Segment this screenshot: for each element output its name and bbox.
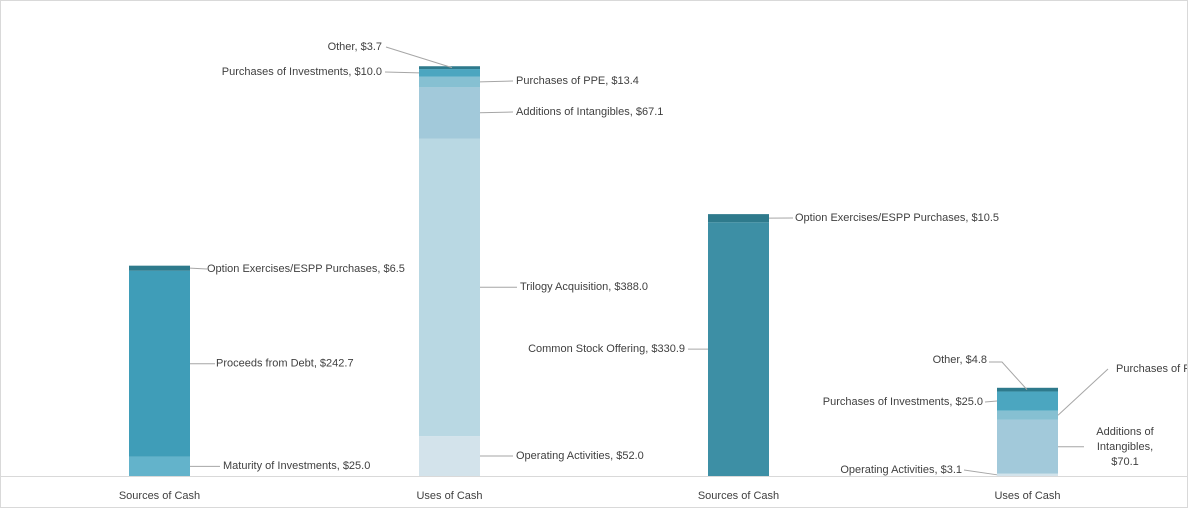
data-label-b2-operating: Operating Activities, $52.0 xyxy=(516,450,644,462)
leader-b2-intangibles xyxy=(479,111,514,114)
bar-4-segment-purchases-of-ppe xyxy=(997,410,1058,420)
data-label-b4-investments: Purchases of Investments, $25.0 xyxy=(823,396,983,408)
data-label-b2-other: Other, $3.7 xyxy=(328,41,382,53)
data-label-b1-maturity: Maturity of Investments, $25.0 xyxy=(223,460,370,472)
leader-b4-operating xyxy=(963,469,998,476)
data-label-b2-intangibles: Additions of Intangibles, $67.1 xyxy=(516,106,663,118)
leader-b4-other xyxy=(989,361,1028,390)
data-label-b4-ppe: Purchases of PPE, $12.0 xyxy=(1116,363,1187,375)
x-tick-label-1: Sources of Cash xyxy=(119,490,200,502)
leader-b2-ppe xyxy=(479,80,514,83)
bar-4-segment-other xyxy=(997,387,1058,392)
bar-1-segment-maturity-of-investments xyxy=(129,456,190,476)
data-label-b2-ppe: Purchases of PPE, $13.4 xyxy=(516,75,639,87)
bar-2-segment-purchases-of-investments xyxy=(419,69,480,77)
bar-4-segment-operating-activities xyxy=(997,473,1058,476)
bar-4-segment-additions-of-intangibles xyxy=(997,419,1058,474)
data-label-b2-investments: Purchases of Investments, $10.0 xyxy=(222,66,382,78)
bar-1-segment-option-exercises-espp-purchases xyxy=(129,265,190,271)
data-label-b2-trilogy: Trilogy Acquisition, $388.0 xyxy=(520,281,648,293)
bar-2-segment-purchases-of-ppe xyxy=(419,76,480,88)
bar-3-segment-option-exercises-espp-purchases xyxy=(708,214,769,223)
bar-1-segment-proceeds-from-debt xyxy=(129,270,190,457)
bar-4-segment-purchases-of-investments xyxy=(997,391,1058,411)
data-label-b4-other: Other, $4.8 xyxy=(933,354,987,366)
data-label-b1-option: Option Exercises/ESPP Purchases, $6.5 xyxy=(207,263,405,275)
leader-b2-investments xyxy=(384,71,420,74)
bar-3-segment-common-stock-offering xyxy=(708,222,769,476)
leader-b2-other xyxy=(385,46,453,69)
data-label-b3-common: Common Stock Offering, $330.9 xyxy=(528,343,685,355)
x-tick-label-4: Uses of Cash xyxy=(994,490,1060,502)
data-label-b4-intangibles-line-2: Intangibles, xyxy=(1097,441,1153,453)
x-tick-label-2: Uses of Cash xyxy=(416,490,482,502)
bar-2-segment-operating-activities xyxy=(419,436,480,476)
data-label-b4-intangibles-line-1: Additions of xyxy=(1096,426,1154,438)
data-label-b4-intangibles-line-3: $70.1 xyxy=(1111,456,1139,468)
data-label-b1-debt: Proceeds from Debt, $242.7 xyxy=(216,358,354,370)
leader-b4-ppe xyxy=(1057,368,1109,416)
data-label-b3-option: Option Exercises/ESPP Purchases, $10.5 xyxy=(795,212,999,224)
bar-2-segment-trilogy-acquisition xyxy=(419,138,480,437)
leader-b4-investments xyxy=(984,400,998,403)
leader-b1-option xyxy=(189,267,208,270)
data-label-b4-operating: Operating Activities, $3.1 xyxy=(840,464,962,476)
bar-2-segment-additions-of-intangibles xyxy=(419,87,480,139)
bar-2-segment-other xyxy=(419,66,480,70)
x-tick-label-3: Sources of Cash xyxy=(698,490,779,502)
